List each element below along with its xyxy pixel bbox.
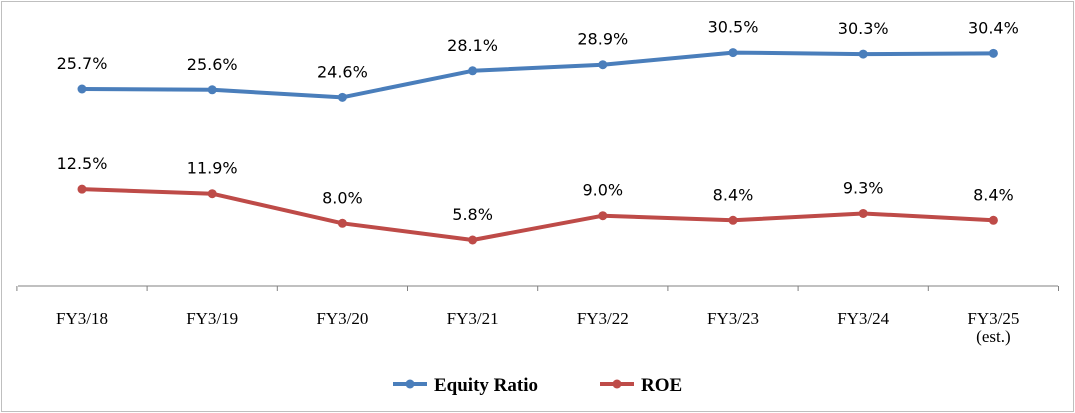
series-line-equity-ratio — [81, 50, 994, 100]
data-label: 24.6% — [317, 62, 368, 81]
data-label: 8.4% — [973, 185, 1014, 204]
data-label: 25.7% — [57, 54, 108, 73]
data-label: 8.4% — [713, 185, 754, 204]
data-point — [207, 85, 217, 95]
data-point — [988, 48, 998, 58]
legend-roe-label: ROE — [641, 375, 682, 396]
x-tick-label: FY3/21 — [447, 309, 499, 328]
data-label: 25.6% — [187, 55, 238, 74]
data-point — [988, 215, 998, 225]
x-tick-label: FY3/19 — [186, 309, 238, 328]
data-label: 5.8% — [452, 205, 493, 224]
data-label: 30.4% — [968, 18, 1019, 37]
data-label: 28.9% — [577, 30, 628, 49]
x-tick-label: FY3/18 — [56, 309, 108, 328]
data-point — [337, 92, 347, 102]
data-point — [598, 211, 608, 221]
data-label: 28.1% — [447, 36, 498, 55]
x-tick-label: FY3/24 — [837, 309, 889, 328]
data-point — [337, 218, 347, 228]
data-point — [77, 84, 87, 94]
data-point — [728, 48, 738, 58]
x-tick-sublabel: (est.) — [976, 327, 1010, 346]
data-point — [858, 208, 868, 218]
x-tick-label: FY3/23 — [707, 309, 759, 328]
data-label: 9.3% — [843, 178, 884, 197]
data-point — [728, 215, 738, 225]
data-label: 30.5% — [708, 18, 759, 37]
legend-equity-ratio-marker — [405, 379, 415, 389]
x-tick-label: FY3/25 — [967, 309, 1019, 328]
data-label: 30.3% — [838, 19, 889, 38]
data-point — [598, 60, 608, 70]
data-label: 12.5% — [57, 154, 108, 173]
data-point — [207, 189, 217, 199]
data-label: 9.0% — [582, 181, 623, 200]
x-tick-label: FY3/22 — [577, 309, 629, 328]
data-point — [468, 66, 478, 76]
legend-equity-ratio-label: Equity Ratio — [434, 375, 538, 396]
x-tick-label: FY3/20 — [316, 309, 368, 328]
data-point — [858, 49, 868, 59]
data-label: 11.9% — [187, 159, 238, 178]
legend-roe-marker — [612, 379, 622, 389]
data-point — [77, 184, 87, 194]
data-label: 8.0% — [322, 188, 363, 207]
series-line-roe — [81, 187, 994, 242]
data-point — [468, 235, 478, 245]
